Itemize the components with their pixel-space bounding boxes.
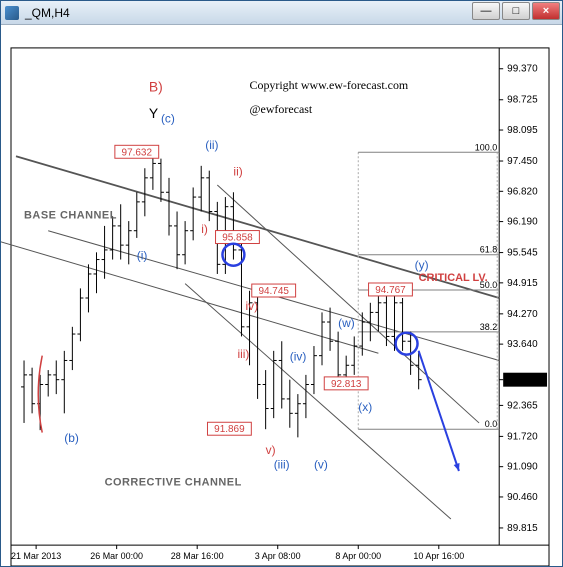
app-icon xyxy=(5,6,19,20)
svg-text:26 Mar 00:00: 26 Mar 00:00 xyxy=(90,551,143,561)
svg-text:94.767: 94.767 xyxy=(375,285,406,296)
svg-text:96.190: 96.190 xyxy=(507,217,538,228)
svg-text:92.365: 92.365 xyxy=(507,400,538,411)
svg-text:3 Apr 08:00: 3 Apr 08:00 xyxy=(255,551,301,561)
svg-text:97.632: 97.632 xyxy=(122,147,153,158)
svg-text:94.745: 94.745 xyxy=(258,286,289,297)
svg-text:v): v) xyxy=(266,443,276,457)
svg-text:(v): (v) xyxy=(314,458,328,472)
svg-text:99.370: 99.370 xyxy=(507,64,538,75)
chart-canvas[interactable]: 99.370 98.725 98.095 97.450 96.820 96.190 95.5… xyxy=(1,25,562,566)
minimize-button[interactable]: — xyxy=(472,2,500,20)
svg-text:Copyright www.ew-forecast.com: Copyright www.ew-forecast.com xyxy=(250,78,409,92)
svg-text:(b): (b) xyxy=(64,431,79,445)
svg-text:BASE CHANNEL: BASE CHANNEL xyxy=(24,210,117,222)
window-controls: — □ × xyxy=(472,2,560,20)
svg-text:96.820: 96.820 xyxy=(507,186,538,197)
titlebar[interactable]: _QM,H4 — □ × xyxy=(1,1,562,25)
window-title: _QM,H4 xyxy=(25,6,70,20)
svg-text:28 Mar 16:00: 28 Mar 16:00 xyxy=(171,551,224,561)
svg-text:(iii): (iii) xyxy=(274,458,290,472)
svg-text:iv): iv) xyxy=(246,299,259,313)
svg-text:0.0: 0.0 xyxy=(485,419,497,429)
svg-text:95.858: 95.858 xyxy=(222,233,253,244)
close-button[interactable]: × xyxy=(532,2,560,20)
svg-text:91.090: 91.090 xyxy=(507,462,538,473)
svg-text:(ii): (ii) xyxy=(205,138,218,152)
svg-text:95.545: 95.545 xyxy=(507,248,538,259)
svg-text:97.450: 97.450 xyxy=(507,156,538,167)
svg-text:(y): (y) xyxy=(415,258,429,272)
svg-text:8 Apr 00:00: 8 Apr 00:00 xyxy=(335,551,381,561)
svg-text:i): i) xyxy=(201,222,208,236)
svg-text:92.900: 92.900 xyxy=(507,376,538,387)
svg-text:ii): ii) xyxy=(233,164,242,178)
svg-text:94.915: 94.915 xyxy=(507,278,538,289)
svg-text:94.270: 94.270 xyxy=(507,309,538,320)
maximize-button[interactable]: □ xyxy=(502,2,530,20)
svg-text:@ewforecast: @ewforecast xyxy=(250,102,313,116)
svg-text:CRITICAL LV.: CRITICAL LV. xyxy=(419,272,488,284)
svg-text:Y: Y xyxy=(149,105,158,121)
svg-text:(iv): (iv) xyxy=(290,349,307,363)
svg-text:B): B) xyxy=(149,78,163,94)
svg-text:92.813: 92.813 xyxy=(331,379,362,390)
svg-text:93.640: 93.640 xyxy=(507,339,538,350)
chart-window: _QM,H4 — □ × 99.370 98.725 98.095 97.450 96.… xyxy=(0,0,563,567)
svg-text:98.095: 98.095 xyxy=(507,125,538,136)
svg-text:61.8: 61.8 xyxy=(480,245,497,255)
svg-text:CORRECTIVE CHANNEL: CORRECTIVE CHANNEL xyxy=(105,476,242,488)
svg-text:(x): (x) xyxy=(358,400,372,414)
svg-text:38.2: 38.2 xyxy=(480,322,497,332)
svg-text:91.869: 91.869 xyxy=(214,424,245,435)
svg-text:90.460: 90.460 xyxy=(507,492,538,503)
svg-text:89.815: 89.815 xyxy=(507,523,538,534)
svg-text:10 Apr 16:00: 10 Apr 16:00 xyxy=(413,551,464,561)
chart-svg: 99.370 98.725 98.095 97.450 96.820 96.190 95.5… xyxy=(1,25,562,566)
svg-text:21 Mar 2013: 21 Mar 2013 xyxy=(11,551,61,561)
svg-text:(i): (i) xyxy=(137,249,148,263)
svg-text:(c): (c) xyxy=(161,112,175,126)
svg-text:100.0: 100.0 xyxy=(475,142,497,152)
svg-text:98.725: 98.725 xyxy=(507,95,538,106)
svg-text:91.720: 91.720 xyxy=(507,431,538,442)
svg-text:(w): (w) xyxy=(338,316,355,330)
svg-text:iii): iii) xyxy=(237,347,249,361)
